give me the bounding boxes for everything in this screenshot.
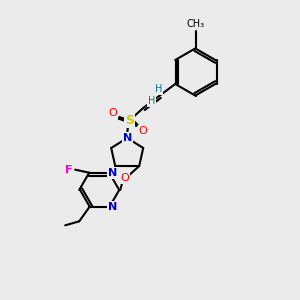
Text: N: N — [108, 168, 117, 178]
Text: N: N — [108, 202, 117, 212]
Text: O: O — [109, 108, 118, 118]
Text: N: N — [123, 133, 132, 143]
Text: H: H — [148, 96, 155, 106]
Text: O: O — [121, 173, 130, 183]
Text: S: S — [125, 113, 134, 127]
Text: F: F — [65, 165, 73, 175]
Text: H: H — [154, 84, 162, 94]
Text: O: O — [139, 126, 148, 136]
Text: CH₃: CH₃ — [187, 19, 205, 29]
